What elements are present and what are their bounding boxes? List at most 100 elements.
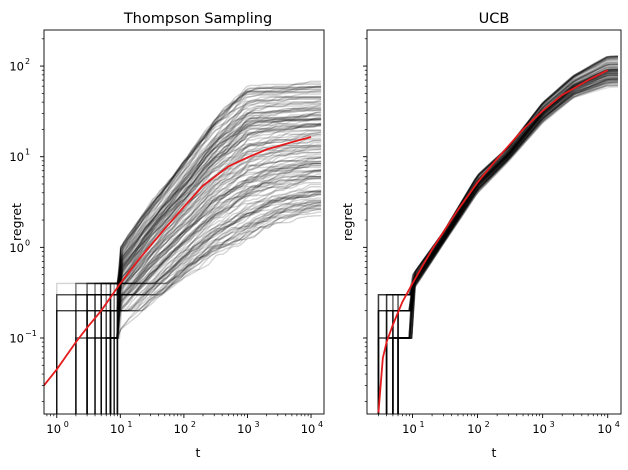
run-line: [105, 98, 322, 414]
run-line: [100, 133, 322, 414]
run-line: [113, 170, 322, 414]
run-line: [109, 86, 322, 414]
run-line: [377, 81, 619, 414]
run-line: [56, 96, 322, 414]
run-line: [100, 182, 322, 414]
run-line: [75, 199, 322, 414]
run-line: [100, 208, 322, 414]
run-line: [392, 81, 619, 414]
run-line: [75, 122, 322, 414]
run-line: [94, 123, 322, 414]
run-line: [397, 66, 619, 414]
run-line: [109, 115, 322, 414]
x-tick-exponent: 1: [127, 420, 132, 429]
run-line: [86, 118, 322, 414]
run-line: [86, 176, 322, 414]
run-line: [86, 141, 322, 414]
run-line: [109, 101, 322, 414]
run-line: [397, 79, 619, 414]
run-line: [397, 66, 619, 414]
run-line: [397, 69, 619, 414]
y-tick-label: 10: [9, 331, 24, 345]
run-line: [100, 202, 322, 414]
thompson-ylabel: regret: [9, 203, 24, 241]
run-line: [100, 118, 322, 414]
run-line: [397, 84, 619, 414]
run-line: [94, 175, 322, 414]
ucb-axes-frame: [366, 29, 622, 415]
run-line: [397, 79, 619, 414]
run-line: [385, 60, 619, 414]
run-line: [100, 86, 322, 414]
run-line: [86, 124, 322, 414]
x-tick-exponent: 2: [191, 420, 196, 429]
run-line: [56, 193, 322, 414]
run-line: [75, 118, 322, 414]
run-line: [109, 106, 322, 414]
run-line: [385, 75, 619, 414]
run-line: [385, 70, 619, 414]
run-line: [109, 177, 322, 414]
run-line: [377, 80, 619, 414]
run-line: [385, 74, 619, 414]
run-line: [94, 168, 322, 414]
run-line: [109, 203, 322, 414]
run-line: [94, 176, 322, 414]
run-line: [75, 156, 322, 414]
run-line: [113, 117, 322, 414]
run-line: [109, 98, 322, 414]
run-line: [109, 111, 322, 414]
run-line: [397, 79, 619, 414]
run-line: [113, 173, 322, 414]
run-line: [116, 164, 322, 414]
run-line: [377, 67, 619, 414]
run-line: [109, 214, 322, 414]
run-line: [105, 194, 322, 414]
run-line: [116, 114, 322, 414]
run-line: [397, 80, 619, 414]
run-line: [113, 124, 322, 414]
run-line: [397, 68, 619, 414]
run-line: [56, 86, 322, 414]
run-line: [109, 148, 322, 414]
run-line: [100, 107, 322, 414]
run-line: [392, 78, 619, 414]
run-line: [397, 76, 619, 414]
run-line: [385, 74, 619, 414]
run-line: [377, 78, 619, 414]
run-line: [377, 78, 619, 414]
run-line: [397, 73, 619, 414]
x-tick-label: 10: [597, 422, 612, 436]
run-line: [113, 102, 322, 414]
run-line: [109, 122, 322, 414]
run-line: [392, 85, 619, 414]
run-line: [109, 91, 322, 414]
run-line: [397, 63, 619, 414]
run-line: [385, 77, 619, 414]
run-line: [86, 96, 322, 414]
run-line: [109, 169, 322, 414]
ucb-panel: UCB 10 1 10 2 10 3 10 4 t regret: [340, 11, 622, 460]
run-line: [86, 135, 322, 414]
run-line: [113, 162, 322, 414]
y-tick-label: 10: [9, 60, 24, 74]
run-line: [109, 90, 322, 414]
y-tick-label: 10: [9, 150, 24, 164]
run-line: [109, 191, 322, 414]
run-line: [56, 208, 322, 414]
run-line: [86, 110, 322, 414]
run-line: [397, 84, 619, 414]
run-line: [377, 80, 619, 414]
run-line: [109, 200, 322, 414]
y-tick-exponent: 0: [25, 238, 30, 247]
run-line: [109, 86, 322, 414]
run-line: [86, 193, 322, 414]
run-line: [392, 68, 619, 414]
run-line: [56, 193, 322, 414]
y-tick-exponent: 1: [25, 148, 30, 157]
run-line: [385, 69, 619, 414]
run-line: [377, 65, 619, 414]
run-line: [385, 62, 619, 414]
x-tick-exponent: 4: [615, 420, 620, 429]
